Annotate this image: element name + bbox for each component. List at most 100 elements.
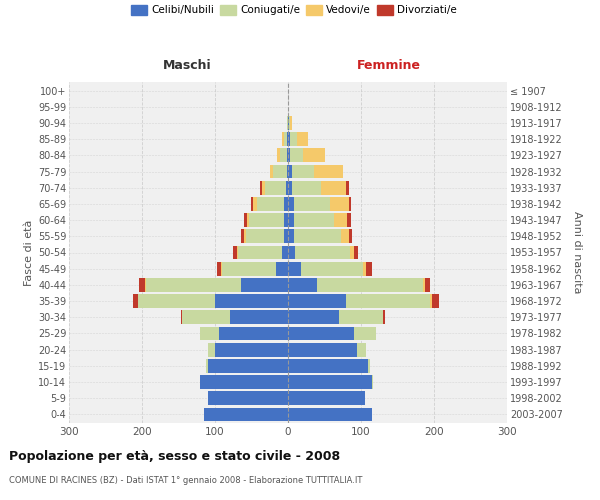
Bar — [331, 197, 349, 211]
Bar — [288, 278, 317, 292]
Bar — [430, 294, 432, 308]
Bar — [247, 213, 250, 227]
Bar — [182, 310, 230, 324]
Bar — [237, 246, 238, 260]
Bar — [280, 148, 287, 162]
Bar — [349, 197, 351, 211]
Bar — [290, 132, 298, 146]
Bar — [284, 230, 288, 243]
Bar — [292, 164, 314, 178]
Bar — [215, 343, 288, 356]
Bar — [241, 230, 244, 243]
Bar — [339, 310, 383, 324]
Bar — [282, 246, 288, 260]
Bar — [350, 246, 355, 260]
Bar — [294, 197, 331, 211]
Bar — [287, 164, 288, 178]
Bar — [368, 359, 370, 372]
Bar — [294, 230, 341, 243]
Bar — [304, 148, 325, 162]
Bar — [284, 197, 288, 211]
Bar — [217, 262, 221, 276]
Bar — [200, 326, 218, 340]
Bar — [341, 230, 349, 243]
Bar — [244, 213, 247, 227]
Bar — [288, 230, 294, 243]
Bar — [346, 181, 349, 194]
Bar — [208, 343, 215, 356]
Bar — [284, 132, 287, 146]
Bar — [321, 181, 346, 194]
Bar — [282, 132, 284, 146]
Bar — [317, 278, 423, 292]
Bar — [363, 262, 366, 276]
Bar — [288, 262, 301, 276]
Bar — [288, 326, 354, 340]
Bar — [432, 294, 439, 308]
Bar — [181, 310, 182, 324]
Bar — [208, 359, 288, 372]
Bar — [288, 375, 372, 389]
Bar — [215, 294, 288, 308]
Bar — [355, 246, 358, 260]
Text: Femmine: Femmine — [357, 60, 421, 72]
Legend: Celibi/Nubili, Coniugati/e, Vedovi/e, Divorziati/e: Celibi/Nubili, Coniugati/e, Vedovi/e, Di… — [131, 5, 457, 15]
Bar — [354, 326, 376, 340]
Bar — [349, 230, 352, 243]
Bar — [372, 375, 373, 389]
Bar — [288, 213, 294, 227]
Bar — [288, 164, 292, 178]
Bar — [288, 392, 365, 405]
Bar — [218, 326, 288, 340]
Bar — [251, 197, 253, 211]
Bar — [221, 262, 277, 276]
Bar — [245, 230, 284, 243]
Bar — [358, 343, 366, 356]
Bar — [200, 375, 288, 389]
Bar — [146, 278, 241, 292]
Text: Popolazione per età, sesso e stato civile - 2008: Popolazione per età, sesso e stato civil… — [9, 450, 340, 463]
Bar — [425, 278, 430, 292]
Bar — [208, 392, 288, 405]
Bar — [286, 181, 288, 194]
Bar — [139, 278, 145, 292]
Y-axis label: Fasce di età: Fasce di età — [23, 220, 34, 286]
Bar — [265, 181, 286, 194]
Bar — [294, 213, 334, 227]
Bar — [301, 262, 363, 276]
Bar — [288, 246, 295, 260]
Bar — [288, 197, 294, 211]
Bar — [288, 132, 290, 146]
Y-axis label: Anni di nascita: Anni di nascita — [572, 211, 582, 294]
Bar — [314, 164, 343, 178]
Bar — [298, 132, 308, 146]
Bar — [288, 359, 368, 372]
Bar — [334, 213, 347, 227]
Bar — [133, 294, 139, 308]
Bar — [288, 116, 289, 130]
Bar — [288, 343, 358, 356]
Bar — [274, 164, 287, 178]
Bar — [253, 197, 257, 211]
Bar — [346, 294, 430, 308]
Bar — [230, 310, 288, 324]
Bar — [295, 246, 350, 260]
Bar — [244, 230, 245, 243]
Bar — [145, 278, 146, 292]
Bar — [277, 262, 288, 276]
Bar — [260, 181, 262, 194]
Bar — [288, 310, 339, 324]
Bar — [204, 408, 288, 422]
Bar — [292, 181, 321, 194]
Bar — [347, 213, 351, 227]
Bar — [241, 278, 288, 292]
Bar — [289, 116, 290, 130]
Bar — [257, 197, 284, 211]
Bar — [206, 359, 208, 372]
Text: COMUNE DI RACINES (BZ) - Dati ISTAT 1° gennaio 2008 - Elaborazione TUTTITALIA.IT: COMUNE DI RACINES (BZ) - Dati ISTAT 1° g… — [9, 476, 362, 485]
Bar — [288, 408, 372, 422]
Bar — [262, 181, 265, 194]
Bar — [287, 132, 288, 146]
Text: Maschi: Maschi — [163, 60, 212, 72]
Bar — [270, 164, 274, 178]
